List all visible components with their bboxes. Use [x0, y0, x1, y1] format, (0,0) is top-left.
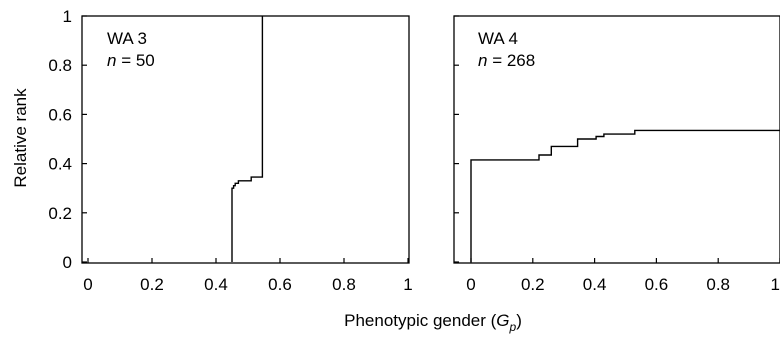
- panel-wa4: 0 0.2 0.4 0.6 0.8 1 WA 4 n = 268: [453, 15, 780, 294]
- x-tick-label: 1: [771, 275, 780, 294]
- y-ticks: [454, 15, 459, 263]
- panel-label: WA 3: [107, 29, 147, 48]
- x-ticks: 0 0.2 0.4 0.6 0.8 1: [83, 258, 413, 294]
- x-tick-label: 0.2: [521, 275, 545, 294]
- y-tick-label: 1: [63, 7, 72, 26]
- x-tick-label: 0.8: [332, 275, 356, 294]
- y-tick-label: 0.4: [48, 155, 72, 174]
- panel-wa3: 0 0.2 0.4 0.6 0.8 1 0 0.2 0.4 0.6 0.8 1 WA 3 n = 5…: [48, 7, 412, 294]
- x-tick-label: 0.4: [204, 275, 228, 294]
- y-tick-label: 0: [63, 253, 72, 272]
- series-line: [231, 16, 264, 262]
- plot-frame: [453, 15, 780, 264]
- y-tick-label: 0.8: [48, 56, 72, 75]
- series-line: [470, 129, 780, 262]
- x-axis-label: Phenotypic gender (Gp): [344, 311, 522, 334]
- plot-frame: [81, 15, 410, 264]
- x-tick-label: 0.8: [706, 275, 730, 294]
- x-ticks: 0 0.2 0.4 0.6 0.8 1: [466, 258, 780, 294]
- y-tick-label: 0.6: [48, 105, 72, 124]
- y-ticks: 0 0.2 0.4 0.6 0.8 1: [48, 7, 87, 272]
- panel-label: WA 4: [478, 29, 518, 48]
- x-tick-label: 0.2: [140, 275, 164, 294]
- x-tick-label: 1: [403, 275, 412, 294]
- x-tick-label: 0.6: [268, 275, 292, 294]
- y-tick-label: 0.2: [48, 204, 72, 223]
- sample-size: n = 268: [478, 51, 535, 70]
- x-tick-label: 0: [83, 275, 92, 294]
- x-tick-label: 0.4: [583, 275, 607, 294]
- x-tick-label: 0: [466, 275, 475, 294]
- sample-size: n = 50: [107, 51, 155, 70]
- y-axis-label: Relative rank: [11, 88, 30, 188]
- x-tick-label: 0.6: [645, 275, 669, 294]
